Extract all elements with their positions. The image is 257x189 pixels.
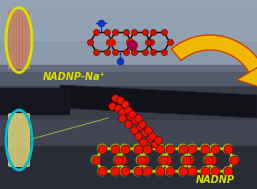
Circle shape	[204, 156, 213, 164]
Circle shape	[98, 144, 107, 153]
Circle shape	[178, 167, 187, 176]
Circle shape	[159, 156, 168, 164]
Bar	[0, 120, 257, 145]
Circle shape	[185, 156, 194, 164]
Circle shape	[162, 156, 171, 164]
Circle shape	[210, 144, 219, 153]
Circle shape	[223, 144, 232, 153]
Circle shape	[111, 144, 120, 153]
Text: NADNP-Na⁺: NADNP-Na⁺	[43, 72, 106, 82]
Circle shape	[156, 144, 165, 153]
FancyBboxPatch shape	[8, 10, 30, 69]
Bar	[0, 0, 257, 75]
Bar	[0, 145, 257, 189]
Polygon shape	[237, 65, 257, 86]
Circle shape	[114, 156, 123, 164]
Circle shape	[143, 167, 152, 176]
Circle shape	[140, 156, 149, 164]
Circle shape	[156, 167, 165, 176]
Circle shape	[188, 144, 197, 153]
Circle shape	[98, 167, 107, 176]
FancyBboxPatch shape	[8, 113, 30, 167]
Circle shape	[120, 167, 129, 176]
Circle shape	[165, 144, 174, 153]
Circle shape	[181, 156, 190, 164]
Polygon shape	[60, 85, 257, 118]
Circle shape	[230, 156, 239, 164]
Polygon shape	[171, 35, 257, 73]
Circle shape	[120, 144, 129, 153]
Circle shape	[223, 167, 232, 176]
Circle shape	[201, 167, 210, 176]
Circle shape	[178, 144, 187, 153]
Circle shape	[201, 144, 210, 153]
Bar	[0, 72, 257, 189]
Circle shape	[207, 156, 216, 164]
Circle shape	[188, 167, 197, 176]
Circle shape	[143, 144, 152, 153]
Polygon shape	[0, 88, 70, 115]
Circle shape	[133, 144, 142, 153]
Circle shape	[136, 156, 145, 164]
Circle shape	[165, 167, 174, 176]
Bar	[0, 65, 257, 85]
Text: NADNP: NADNP	[196, 175, 235, 185]
Circle shape	[91, 156, 100, 164]
Bar	[0, 0, 257, 40]
Circle shape	[210, 167, 219, 176]
Circle shape	[111, 167, 120, 176]
Circle shape	[117, 156, 126, 164]
Circle shape	[133, 167, 142, 176]
